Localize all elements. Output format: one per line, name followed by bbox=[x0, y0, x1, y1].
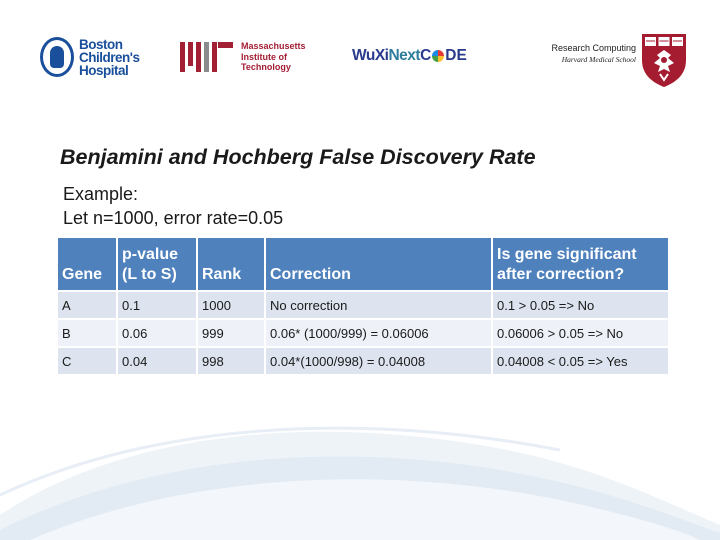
harvard-medical-school-text: Harvard Medical School bbox=[561, 55, 636, 64]
header-correction: Correction bbox=[266, 238, 491, 290]
table-row: B 0.06 999 0.06* (1000/999) = 0.06006 0.… bbox=[58, 320, 668, 346]
cell-gene: A bbox=[58, 292, 116, 318]
cell-correction: 0.04*(1000/998) = 0.04008 bbox=[266, 348, 491, 374]
cell-correction: No correction bbox=[266, 292, 491, 318]
slide-title: Benjamini and Hochberg False Discovery R… bbox=[60, 145, 536, 169]
mit-logo: Massachusetts Institute of Technology bbox=[180, 38, 315, 76]
header-gene: Gene bbox=[58, 238, 116, 290]
table-row: C 0.04 998 0.04*(1000/998) = 0.04008 0.0… bbox=[58, 348, 668, 374]
header-pvalue: p-value (L to S) bbox=[118, 238, 196, 290]
cell-correction: 0.06* (1000/999) = 0.06006 bbox=[266, 320, 491, 346]
cell-pvalue: 0.04 bbox=[118, 348, 196, 374]
cell-pvalue: 0.06 bbox=[118, 320, 196, 346]
harvard-shield-icon bbox=[642, 34, 686, 87]
cell-rank: 998 bbox=[198, 348, 264, 374]
wuxi-nextcode-logo: WuXi Next C DE bbox=[352, 42, 477, 70]
example-parameters: Let n=1000, error rate=0.05 bbox=[63, 208, 284, 228]
research-computing-label: Research Computing Harvard Medical Schoo… bbox=[530, 43, 636, 64]
mit-line2: Institute of bbox=[241, 51, 287, 62]
cell-significance: 0.06006 > 0.05 => No bbox=[493, 320, 668, 346]
decorative-swirl-background bbox=[0, 426, 720, 540]
cell-rank: 1000 bbox=[198, 292, 264, 318]
fdr-table: Gene p-value (L to S) Rank Correction Is… bbox=[56, 236, 670, 376]
example-block: Example: Let n=1000, error rate=0.05 bbox=[63, 182, 283, 230]
header-rank: Rank bbox=[198, 238, 264, 290]
c-text: C bbox=[420, 47, 432, 64]
mit-line3: Technology bbox=[241, 62, 291, 73]
bch-line1: Boston bbox=[79, 36, 123, 52]
cell-significance: 0.1 > 0.05 => No bbox=[493, 292, 668, 318]
header-significance: Is gene significant after correction? bbox=[493, 238, 668, 290]
example-label: Example: bbox=[63, 184, 139, 204]
cell-rank: 999 bbox=[198, 320, 264, 346]
mit-line1: Massachusetts bbox=[241, 41, 306, 52]
colorful-o-icon bbox=[432, 50, 445, 62]
mit-mark-icon bbox=[180, 42, 233, 72]
bch-emblem-icon bbox=[40, 37, 74, 77]
research-computing-text: Research Computing bbox=[551, 43, 636, 53]
bch-line3: Hospital bbox=[79, 62, 129, 78]
table-row: A 0.1 1000 No correction 0.1 > 0.05 => N… bbox=[58, 292, 668, 318]
cell-significance: 0.04008 < 0.05 => Yes bbox=[493, 348, 668, 374]
wuxi-text: WuXi bbox=[352, 47, 389, 64]
cell-gene: B bbox=[58, 320, 116, 346]
cell-gene: C bbox=[58, 348, 116, 374]
table-header-row: Gene p-value (L to S) Rank Correction Is… bbox=[58, 238, 668, 290]
boston-childrens-hospital-logo: Boston Children's Hospital bbox=[40, 34, 150, 80]
de-text: DE bbox=[445, 47, 467, 64]
next-text: Next bbox=[388, 47, 421, 64]
cell-pvalue: 0.1 bbox=[118, 292, 196, 318]
bch-line2: Children's bbox=[79, 49, 140, 65]
